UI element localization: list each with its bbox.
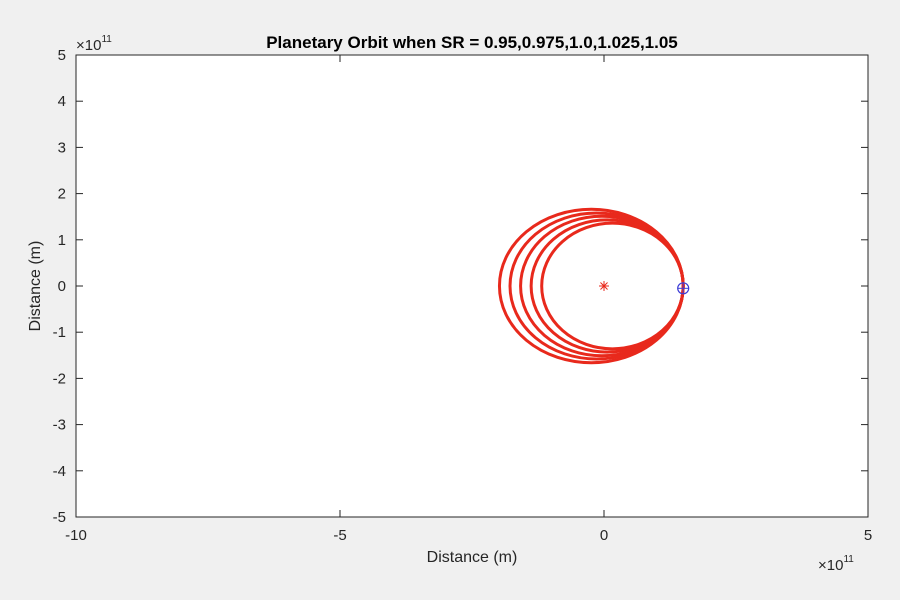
x-tick-label: 5 bbox=[864, 527, 872, 544]
y-ticks: -5 -4 -3 -2 -1 0 1 2 3 4 5 bbox=[53, 47, 868, 526]
y-tick-label: 0 bbox=[58, 278, 66, 295]
axes-background bbox=[76, 55, 868, 517]
y-tick-label: -5 bbox=[53, 509, 66, 526]
y-tick-label: 1 bbox=[58, 232, 66, 249]
y-axis-exponent: ×1011 bbox=[76, 34, 112, 54]
y-axis-label: Distance (m) bbox=[27, 241, 44, 332]
x-ticks: -10 -5 0 5 bbox=[65, 55, 872, 544]
x-axis-label: Distance (m) bbox=[427, 549, 518, 566]
x-exponent-base: ×10 bbox=[818, 557, 843, 574]
planet-start-marker bbox=[677, 282, 690, 295]
y-exponent-base: ×10 bbox=[76, 37, 101, 54]
chart-title: Planetary Orbit when SR = 0.95,0.975,1.0… bbox=[266, 33, 678, 52]
y-tick-label: 4 bbox=[58, 93, 66, 110]
sun-marker bbox=[599, 281, 609, 291]
x-tick-label: 0 bbox=[600, 527, 608, 544]
y-tick-label: -2 bbox=[53, 370, 66, 387]
y-tick-label: -1 bbox=[53, 324, 66, 341]
x-tick-label: -10 bbox=[65, 527, 87, 544]
x-exponent-power: 11 bbox=[843, 554, 854, 565]
y-tick-label: -3 bbox=[53, 417, 66, 434]
markers bbox=[599, 281, 690, 295]
y-tick-label: 2 bbox=[58, 186, 66, 203]
y-tick-label: -4 bbox=[53, 463, 66, 480]
y-tick-label: 5 bbox=[58, 47, 66, 64]
y-exponent-power: 11 bbox=[101, 34, 112, 45]
y-tick-label: 3 bbox=[58, 139, 66, 156]
x-tick-label: -5 bbox=[333, 527, 346, 544]
x-axis-exponent: ×1011 bbox=[818, 554, 854, 574]
